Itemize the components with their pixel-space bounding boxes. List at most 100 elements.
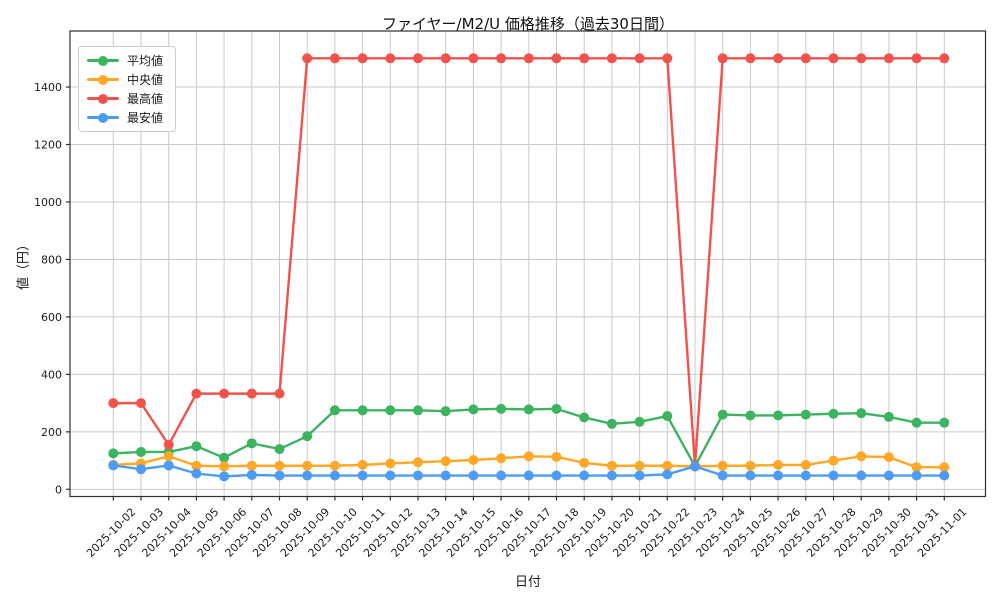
legend-marker-min xyxy=(87,112,119,123)
data-point-min xyxy=(468,470,479,481)
data-point-max xyxy=(440,53,451,64)
legend: 平均値中央値最高値最安値 xyxy=(78,46,177,132)
data-point-max xyxy=(773,53,784,64)
data-point-max xyxy=(939,53,950,64)
y-tick-label: 0 xyxy=(55,483,62,496)
data-point-average xyxy=(468,404,479,415)
data-point-average xyxy=(108,448,119,459)
plot-border xyxy=(69,30,987,498)
data-point-min xyxy=(579,470,590,481)
data-point-median xyxy=(246,460,257,471)
data-point-max xyxy=(551,53,562,64)
data-point-min xyxy=(745,470,756,481)
data-point-median xyxy=(551,451,562,462)
data-point-min xyxy=(302,470,313,481)
data-point-max xyxy=(634,53,645,64)
data-point-max xyxy=(357,53,368,64)
data-point-median xyxy=(773,459,784,470)
data-point-max xyxy=(274,388,285,399)
data-point-median xyxy=(911,462,922,473)
data-point-average xyxy=(662,411,673,422)
data-point-min xyxy=(551,470,562,481)
data-point-average xyxy=(274,444,285,455)
data-point-min xyxy=(911,470,922,481)
data-point-average xyxy=(191,441,202,452)
data-point-median xyxy=(496,453,507,464)
data-point-max xyxy=(883,53,894,64)
y-tick-label: 200 xyxy=(41,426,62,439)
data-point-median xyxy=(357,459,368,470)
data-point-average xyxy=(440,406,451,417)
data-point-min xyxy=(800,470,811,481)
data-point-average xyxy=(800,409,811,420)
y-tick-label: 1200 xyxy=(34,139,62,152)
data-point-average xyxy=(523,404,534,415)
data-point-median xyxy=(939,462,950,473)
legend-item-average: 平均値 xyxy=(87,53,163,68)
data-point-average xyxy=(246,438,257,449)
data-point-median xyxy=(274,460,285,471)
data-point-min xyxy=(136,464,146,475)
data-point-min xyxy=(606,470,617,481)
data-point-average xyxy=(856,408,867,419)
data-point-average xyxy=(413,405,423,416)
data-point-min xyxy=(413,470,423,481)
data-point-max xyxy=(385,53,396,64)
data-point-median xyxy=(413,457,423,468)
data-point-min xyxy=(939,470,950,481)
data-point-min xyxy=(690,461,700,472)
data-point-median xyxy=(191,460,202,471)
data-point-max xyxy=(579,53,590,64)
data-point-median xyxy=(385,458,396,469)
data-point-median xyxy=(883,452,894,463)
data-point-max xyxy=(468,53,479,64)
data-point-average xyxy=(579,412,590,423)
data-point-median xyxy=(440,456,451,467)
data-point-max xyxy=(717,53,728,64)
data-point-median xyxy=(163,451,174,462)
data-point-median xyxy=(717,460,728,471)
data-point-max xyxy=(662,53,673,64)
data-point-min xyxy=(496,470,507,481)
data-point-median xyxy=(856,451,867,462)
legend-item-max: 最高値 xyxy=(87,91,163,106)
y-axis-label: 値（円） xyxy=(16,237,32,291)
data-point-median xyxy=(828,455,839,466)
data-point-max xyxy=(800,53,811,64)
data-point-min xyxy=(329,470,340,481)
legend-marker-median xyxy=(87,74,119,85)
data-point-average xyxy=(606,418,617,429)
legend-label-median: 中央値 xyxy=(127,73,164,87)
data-point-min xyxy=(634,470,645,481)
data-point-min xyxy=(357,470,368,481)
data-point-median xyxy=(579,457,590,468)
data-point-min xyxy=(883,470,894,481)
data-point-median xyxy=(329,460,340,471)
data-point-average xyxy=(357,405,368,416)
data-point-min xyxy=(274,470,285,481)
data-point-median xyxy=(662,460,673,471)
data-point-average xyxy=(939,417,950,428)
legend-label-min: 最安値 xyxy=(127,111,164,125)
legend-marker-max xyxy=(87,93,119,104)
legend-item-median: 中央値 xyxy=(87,72,163,87)
data-point-min xyxy=(191,468,202,479)
data-point-average xyxy=(717,409,728,420)
data-point-median xyxy=(219,461,230,472)
data-point-median xyxy=(606,460,617,471)
data-point-min xyxy=(773,470,784,481)
y-tick-label: 1400 xyxy=(34,81,62,94)
data-point-median xyxy=(745,460,756,471)
data-point-min xyxy=(662,469,673,480)
data-point-max xyxy=(496,53,507,64)
data-point-max xyxy=(413,53,423,64)
legend-label-average: 平均値 xyxy=(127,54,164,68)
data-point-average xyxy=(496,403,507,414)
data-point-min xyxy=(163,460,174,471)
y-tick-label: 400 xyxy=(41,368,62,381)
data-point-median xyxy=(468,455,479,466)
data-point-median xyxy=(634,460,645,471)
chart-title: ファイヤー/M2/U 価格推移（過去30日間） xyxy=(382,15,674,33)
data-point-average xyxy=(745,410,756,421)
